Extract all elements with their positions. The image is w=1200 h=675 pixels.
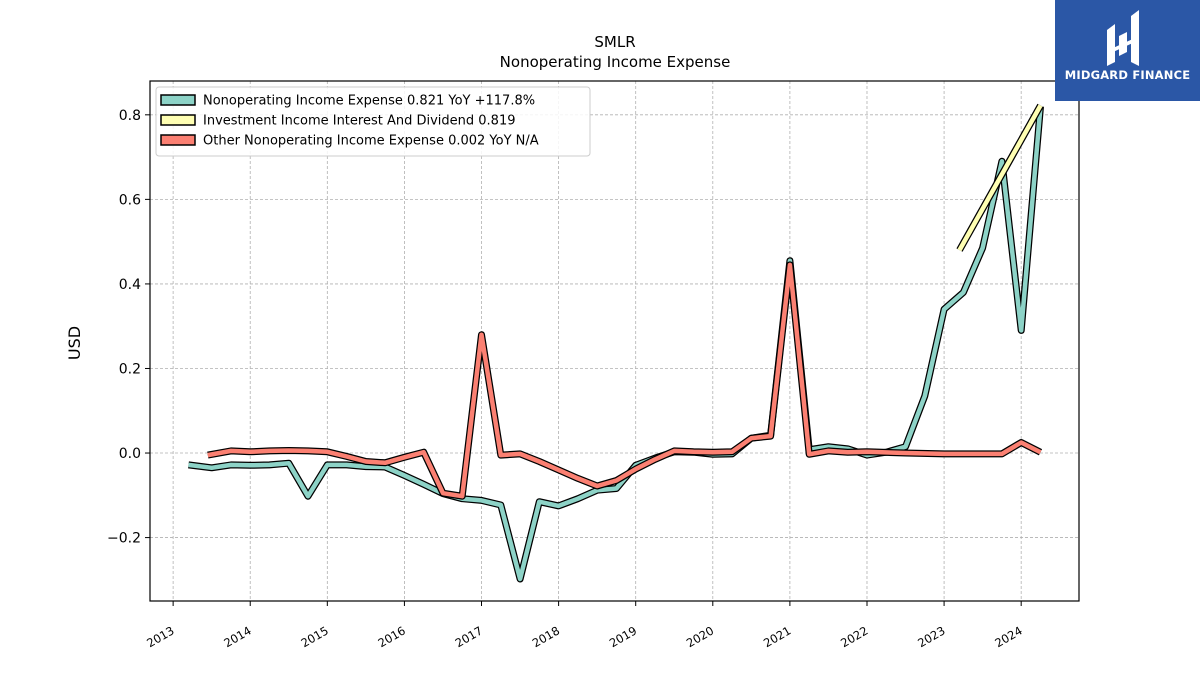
legend-label: Nonoperating Income Expense 0.821 YoY +1… — [203, 94, 535, 109]
x-tick-label: 2021 — [761, 623, 793, 650]
y-axis-label: USD — [65, 326, 84, 360]
series-line — [957, 104, 1043, 252]
y-axis: −0.2 0.0 0.2 0.4 0.6 0.8 — [107, 108, 150, 547]
x-tick-label: 2015 — [298, 623, 330, 650]
x-tick-label: 2022 — [838, 623, 870, 650]
x-tick-label: 2023 — [915, 623, 947, 650]
legend: Nonoperating Income Expense 0.821 YoY +1… — [155, 86, 591, 157]
series-1 — [188, 106, 1044, 583]
y-tick-label: 0.8 — [119, 108, 141, 124]
series-layer — [188, 103, 1044, 583]
legend-box — [155, 86, 591, 157]
x-tick-label: 2013 — [144, 623, 176, 650]
x-tick-label: 2014 — [221, 623, 253, 650]
x-tick-label: 2024 — [992, 623, 1024, 650]
plot-frame — [149, 80, 1080, 602]
legend-swatch — [160, 134, 196, 146]
legend-label: Investment Income Interest And Dividend … — [203, 114, 516, 129]
x-axis: 2013 2014 2015 2016 2017 2018 2019 2020 2021 2022… — [144, 601, 1025, 650]
logo: MIDGARD FINANCE — [1055, 0, 1200, 101]
x-tick-label: 2018 — [530, 623, 562, 650]
series-line — [207, 262, 1042, 499]
x-tick-label: 2017 — [453, 623, 485, 650]
y-tick-label: 0.4 — [119, 277, 141, 293]
logo-text: MIDGARD FINANCE — [1064, 68, 1191, 82]
legend-swatch — [160, 114, 196, 126]
legend-label: Other Nonoperating Income Expense 0.002 … — [203, 134, 539, 149]
chart-subtitle: Nonoperating Income Expense — [500, 53, 731, 71]
y-tick-label: −0.2 — [107, 531, 141, 547]
series-line-outline — [188, 106, 1044, 583]
y-tick-label: 0.6 — [119, 192, 141, 208]
x-tick-label: 2016 — [376, 623, 408, 650]
series-line — [188, 106, 1043, 582]
legend-swatch — [160, 94, 196, 106]
x-tick-label: 2019 — [607, 623, 639, 650]
series-2 — [956, 103, 1044, 252]
logo-mark-icon — [1107, 10, 1139, 66]
chart-title: SMLR — [594, 33, 635, 51]
y-tick-label: 0.0 — [119, 446, 141, 462]
series-3 — [207, 261, 1043, 500]
y-tick-label: 0.2 — [119, 361, 141, 377]
x-tick-label: 2020 — [684, 623, 716, 650]
